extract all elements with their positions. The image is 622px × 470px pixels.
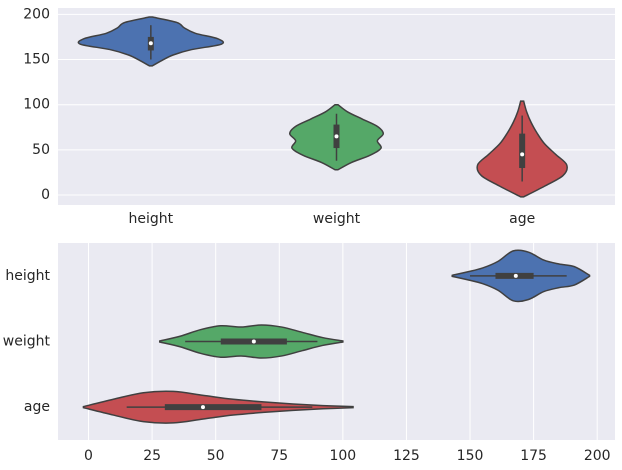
median [513, 273, 518, 278]
y-tick-label: 0 [41, 187, 50, 203]
y-tick-label: weight [3, 334, 51, 350]
median [200, 405, 205, 410]
x-tick-label: 150 [457, 448, 484, 464]
x-tick-label: 125 [393, 448, 420, 464]
x-tick-label: 50 [207, 448, 225, 464]
x-tick-label: weight [313, 211, 361, 227]
median [148, 41, 153, 46]
x-tick-label: 100 [329, 448, 356, 464]
x-tick-label: 200 [584, 448, 611, 464]
y-tick-label: 50 [32, 142, 50, 158]
median [251, 339, 256, 344]
y-tick-label: age [24, 399, 50, 415]
y-tick-label: 100 [23, 97, 50, 113]
x-tick-label: age [509, 211, 535, 227]
x-tick-label: 0 [84, 448, 93, 464]
median [520, 152, 525, 157]
y-tick-label: height [5, 268, 50, 284]
y-tick-label: 150 [23, 52, 50, 68]
median [334, 134, 339, 139]
x-tick-label: 75 [270, 448, 288, 464]
x-tick-label: 25 [143, 448, 161, 464]
x-tick-label: 175 [520, 448, 547, 464]
y-tick-label: 200 [23, 6, 50, 22]
x-tick-label: height [129, 211, 174, 227]
